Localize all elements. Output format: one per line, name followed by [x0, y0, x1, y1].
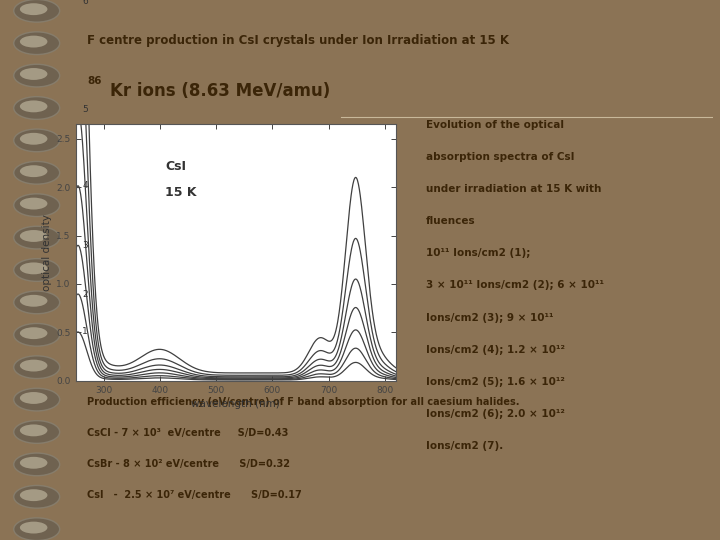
Ellipse shape [20, 489, 48, 501]
Text: 3: 3 [82, 241, 88, 250]
Text: CsI   -  2.5 × 10⁷ eV/centre      S/D=0.17: CsI - 2.5 × 10⁷ eV/centre S/D=0.17 [87, 490, 302, 501]
Ellipse shape [14, 194, 60, 217]
Ellipse shape [20, 133, 48, 145]
Ellipse shape [14, 356, 60, 379]
Ellipse shape [20, 360, 48, 372]
Ellipse shape [14, 291, 60, 314]
Text: fluences: fluences [426, 216, 476, 226]
Text: 6: 6 [82, 0, 88, 6]
Ellipse shape [14, 421, 60, 443]
Ellipse shape [20, 198, 48, 210]
Text: CsI: CsI [166, 160, 186, 173]
Text: Ions/cm2 (3); 9 × 10¹¹: Ions/cm2 (3); 9 × 10¹¹ [426, 313, 554, 322]
Text: absorption spectra of CsI: absorption spectra of CsI [426, 152, 575, 162]
Text: Ions/cm2 (7).: Ions/cm2 (7). [426, 441, 503, 451]
Ellipse shape [14, 453, 60, 476]
Text: CsCl - 7 × 10³  eV/centre     S/D=0.43: CsCl - 7 × 10³ eV/centre S/D=0.43 [87, 428, 289, 438]
Text: 3 × 10¹¹ Ions/cm2 (2); 6 × 10¹¹: 3 × 10¹¹ Ions/cm2 (2); 6 × 10¹¹ [426, 280, 604, 291]
Text: Kr ions (8.63 MeV/amu): Kr ions (8.63 MeV/amu) [110, 82, 330, 100]
Ellipse shape [20, 3, 48, 15]
Text: 5: 5 [82, 105, 88, 114]
Text: 1: 1 [82, 327, 88, 336]
Ellipse shape [14, 259, 60, 281]
Text: 4: 4 [82, 181, 88, 190]
Ellipse shape [14, 226, 60, 249]
Ellipse shape [14, 97, 60, 119]
Text: 86: 86 [87, 76, 102, 86]
Text: Ions/cm2 (5); 1.6 × 10¹²: Ions/cm2 (5); 1.6 × 10¹² [426, 377, 565, 387]
Ellipse shape [20, 165, 48, 177]
Ellipse shape [14, 323, 60, 346]
Ellipse shape [20, 424, 48, 436]
Ellipse shape [14, 64, 60, 87]
Ellipse shape [20, 327, 48, 339]
Ellipse shape [14, 485, 60, 508]
Y-axis label: optical density: optical density [42, 214, 52, 291]
Text: Ions/cm2 (6); 2.0 × 10¹²: Ions/cm2 (6); 2.0 × 10¹² [426, 409, 565, 419]
Ellipse shape [20, 230, 48, 242]
Text: 15 K: 15 K [166, 186, 197, 199]
Ellipse shape [14, 0, 60, 22]
Ellipse shape [14, 161, 60, 184]
Ellipse shape [14, 32, 60, 55]
Text: 2: 2 [82, 289, 88, 299]
Text: Ions/cm2 (4); 1.2 × 10¹²: Ions/cm2 (4); 1.2 × 10¹² [426, 345, 565, 355]
Ellipse shape [14, 518, 60, 540]
Text: CsBr - 8 × 10² eV/centre      S/D=0.32: CsBr - 8 × 10² eV/centre S/D=0.32 [87, 459, 290, 469]
Text: Production efficiency (eV/centre) of F band absorption for all caesium halides.: Production efficiency (eV/centre) of F b… [87, 397, 520, 407]
Ellipse shape [20, 457, 48, 469]
Text: Evolution of the optical: Evolution of the optical [426, 120, 564, 130]
Ellipse shape [20, 262, 48, 274]
Ellipse shape [20, 392, 48, 404]
Ellipse shape [14, 388, 60, 411]
Ellipse shape [20, 36, 48, 48]
Ellipse shape [14, 129, 60, 152]
Text: F centre production in CsI crystals under Ion Irradiation at 15 K: F centre production in CsI crystals unde… [87, 34, 509, 47]
Text: 10¹¹ Ions/cm2 (1);: 10¹¹ Ions/cm2 (1); [426, 248, 531, 258]
Ellipse shape [20, 295, 48, 307]
X-axis label: wavelength (nm): wavelength (nm) [192, 399, 280, 409]
Ellipse shape [20, 68, 48, 80]
Ellipse shape [20, 100, 48, 112]
Text: under irradiation at 15 K with: under irradiation at 15 K with [426, 184, 601, 194]
Ellipse shape [20, 522, 48, 534]
